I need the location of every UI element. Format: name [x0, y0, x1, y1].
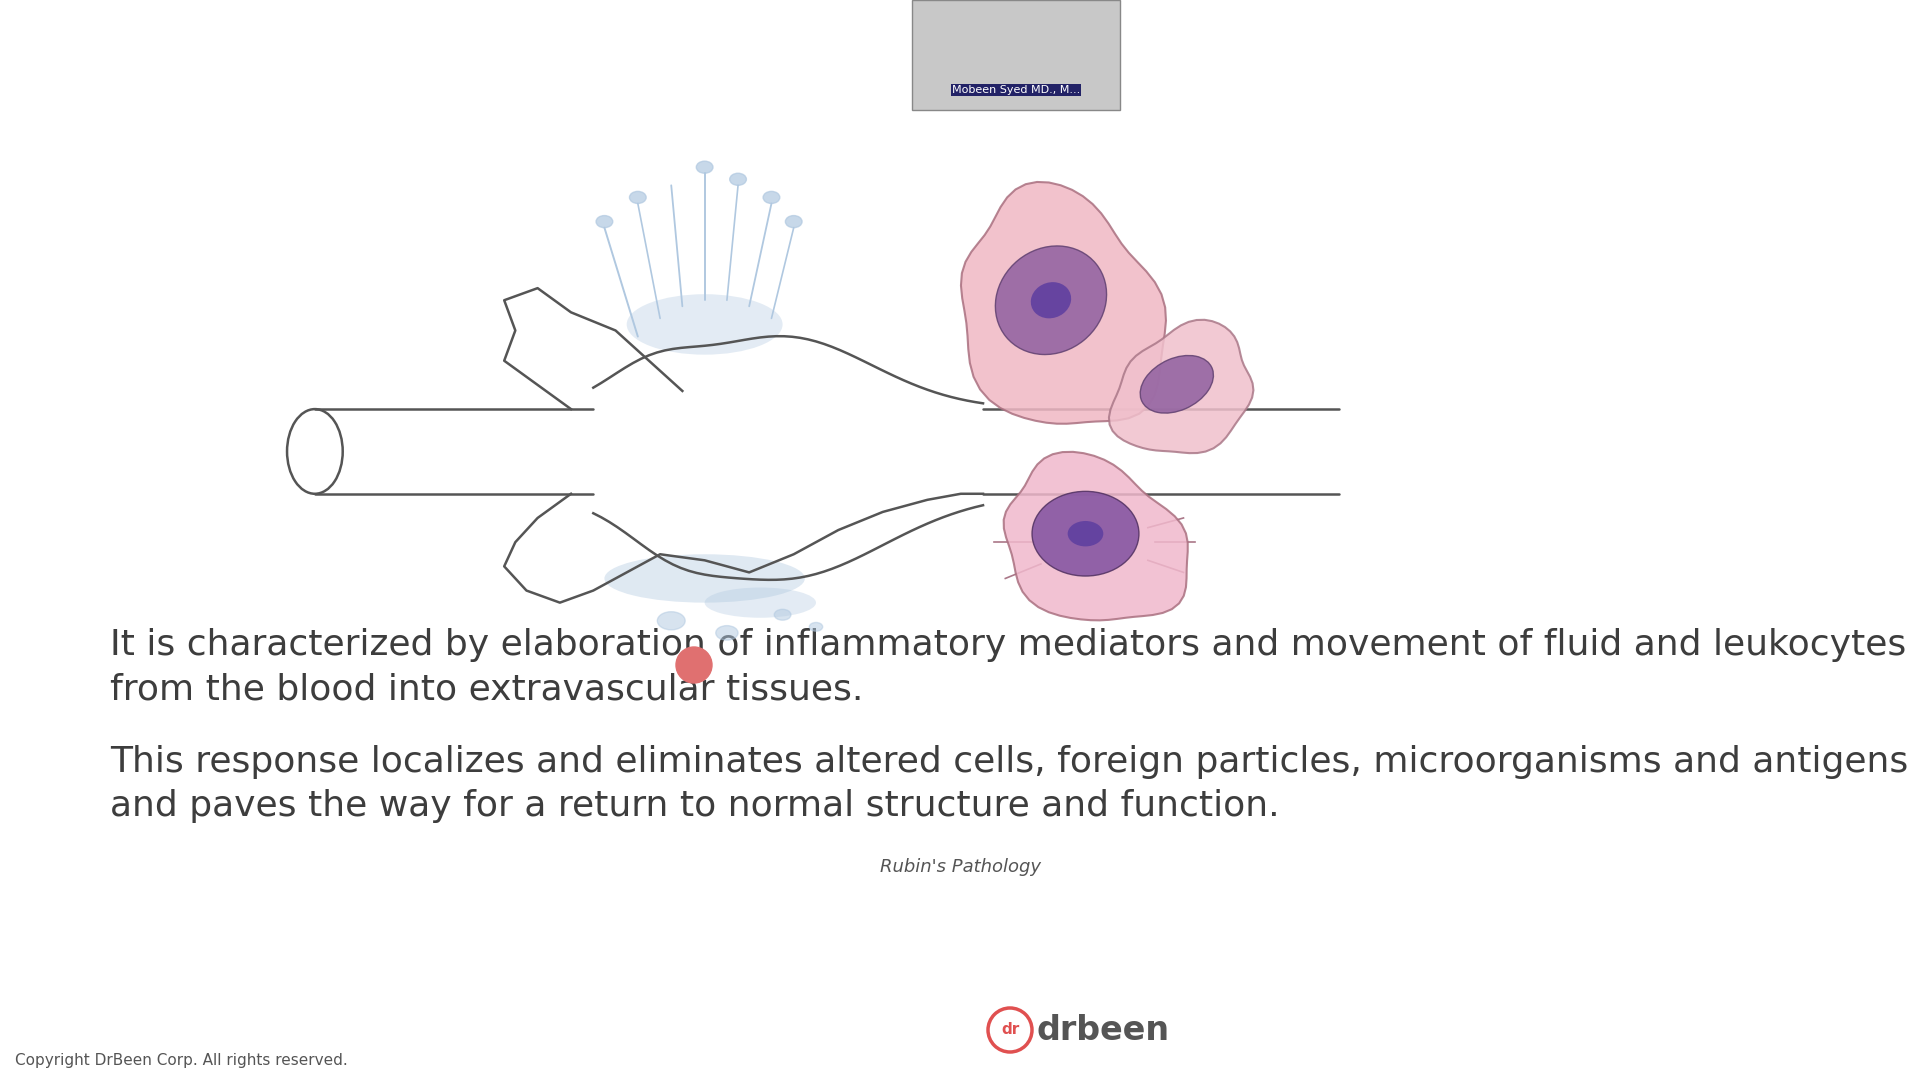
Ellipse shape [785, 216, 803, 228]
Ellipse shape [810, 622, 822, 631]
Ellipse shape [1031, 282, 1071, 319]
Text: Mobeen Syed MD., M...: Mobeen Syed MD., M... [952, 85, 1081, 95]
Text: dr: dr [1000, 1023, 1020, 1038]
Text: Copyright DrBeen Corp. All rights reserved.: Copyright DrBeen Corp. All rights reserv… [15, 1053, 348, 1068]
Ellipse shape [1140, 355, 1213, 414]
Ellipse shape [626, 294, 783, 354]
Text: from the blood into extravascular tissues.: from the blood into extravascular tissue… [109, 672, 864, 706]
Polygon shape [1004, 451, 1188, 620]
Text: Rubin's Pathology: Rubin's Pathology [879, 858, 1041, 876]
Ellipse shape [730, 173, 747, 186]
Ellipse shape [762, 191, 780, 203]
Polygon shape [960, 181, 1165, 423]
Ellipse shape [605, 554, 804, 603]
Ellipse shape [697, 161, 712, 173]
Circle shape [676, 647, 712, 683]
Bar [912, 0, 1119, 110]
Ellipse shape [1033, 491, 1139, 576]
Ellipse shape [716, 625, 737, 640]
Text: and paves the way for a return to normal structure and function.: and paves the way for a return to normal… [109, 789, 1279, 823]
Ellipse shape [705, 588, 816, 618]
Text: drbeen: drbeen [1037, 1013, 1169, 1047]
Ellipse shape [595, 216, 612, 228]
Text: This response localizes and eliminates altered cells, foreign particles, microor: This response localizes and eliminates a… [109, 745, 1908, 779]
Ellipse shape [995, 246, 1106, 354]
Ellipse shape [1068, 521, 1104, 546]
Polygon shape [1110, 320, 1254, 454]
Ellipse shape [774, 609, 791, 620]
Ellipse shape [630, 191, 647, 203]
Ellipse shape [657, 611, 685, 630]
Text: It is characterized by elaboration of inflammatory mediators and movement of flu: It is characterized by elaboration of in… [109, 627, 1907, 662]
